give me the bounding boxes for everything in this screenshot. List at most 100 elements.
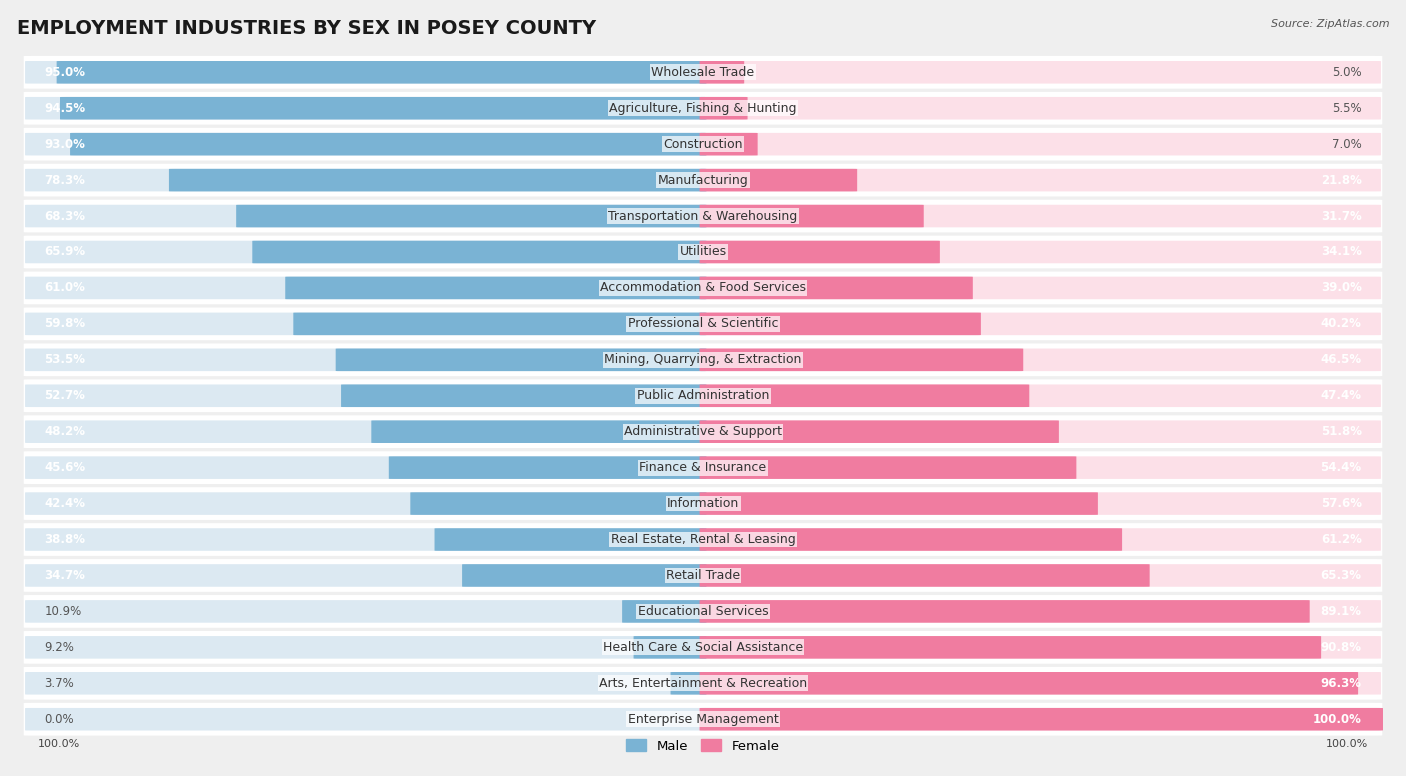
Text: Health Care & Social Assistance: Health Care & Social Assistance [603, 641, 803, 654]
FancyBboxPatch shape [24, 379, 1382, 412]
FancyBboxPatch shape [25, 348, 706, 371]
FancyBboxPatch shape [411, 492, 706, 514]
Legend: Male, Female: Male, Female [621, 734, 785, 758]
Text: 39.0%: 39.0% [1320, 282, 1361, 294]
FancyBboxPatch shape [700, 492, 1381, 514]
Text: 10.9%: 10.9% [45, 605, 82, 618]
Text: Accommodation & Food Services: Accommodation & Food Services [600, 282, 806, 294]
Text: Retail Trade: Retail Trade [666, 569, 740, 582]
FancyBboxPatch shape [252, 241, 706, 263]
FancyBboxPatch shape [24, 667, 1382, 700]
FancyBboxPatch shape [700, 528, 1122, 551]
Text: 31.7%: 31.7% [1320, 210, 1361, 223]
FancyBboxPatch shape [700, 169, 1381, 192]
FancyBboxPatch shape [60, 97, 706, 120]
FancyBboxPatch shape [371, 421, 706, 443]
FancyBboxPatch shape [700, 348, 1024, 371]
FancyBboxPatch shape [25, 384, 706, 407]
FancyBboxPatch shape [700, 348, 1381, 371]
Text: 40.2%: 40.2% [1320, 317, 1361, 331]
FancyBboxPatch shape [700, 636, 1322, 659]
FancyBboxPatch shape [25, 61, 706, 84]
FancyBboxPatch shape [700, 133, 758, 155]
Text: 57.6%: 57.6% [1320, 497, 1361, 510]
Text: 48.2%: 48.2% [45, 425, 86, 438]
Text: 47.4%: 47.4% [1320, 390, 1361, 402]
Text: 100.0%: 100.0% [1326, 739, 1368, 749]
FancyBboxPatch shape [24, 631, 1382, 663]
FancyBboxPatch shape [700, 169, 858, 192]
Text: Wholesale Trade: Wholesale Trade [651, 66, 755, 79]
Text: Agriculture, Fishing & Hunting: Agriculture, Fishing & Hunting [609, 102, 797, 115]
FancyBboxPatch shape [700, 313, 981, 335]
Text: 68.3%: 68.3% [45, 210, 86, 223]
FancyBboxPatch shape [24, 344, 1382, 376]
FancyBboxPatch shape [700, 61, 1381, 84]
FancyBboxPatch shape [700, 456, 1077, 479]
Text: 5.0%: 5.0% [1331, 66, 1361, 79]
FancyBboxPatch shape [700, 636, 1381, 659]
FancyBboxPatch shape [700, 241, 939, 263]
Text: Real Estate, Rental & Leasing: Real Estate, Rental & Leasing [610, 533, 796, 546]
FancyBboxPatch shape [700, 708, 1381, 730]
FancyBboxPatch shape [24, 92, 1382, 125]
FancyBboxPatch shape [24, 415, 1382, 448]
Text: Professional & Scientific: Professional & Scientific [627, 317, 779, 331]
Text: Mining, Quarrying, & Extraction: Mining, Quarrying, & Extraction [605, 353, 801, 366]
FancyBboxPatch shape [25, 564, 706, 587]
Text: 100.0%: 100.0% [1313, 712, 1361, 726]
FancyBboxPatch shape [56, 61, 706, 84]
FancyBboxPatch shape [342, 384, 706, 407]
FancyBboxPatch shape [24, 559, 1382, 592]
FancyBboxPatch shape [700, 421, 1381, 443]
Text: 61.0%: 61.0% [45, 282, 86, 294]
FancyBboxPatch shape [25, 528, 706, 551]
Text: 61.2%: 61.2% [1320, 533, 1361, 546]
FancyBboxPatch shape [25, 205, 706, 227]
FancyBboxPatch shape [700, 564, 1381, 587]
Text: 34.7%: 34.7% [45, 569, 86, 582]
FancyBboxPatch shape [700, 97, 1381, 120]
Text: Administrative & Support: Administrative & Support [624, 425, 782, 438]
FancyBboxPatch shape [24, 128, 1382, 161]
FancyBboxPatch shape [25, 277, 706, 300]
FancyBboxPatch shape [700, 492, 1098, 514]
Text: 46.5%: 46.5% [1320, 353, 1361, 366]
Text: Transportation & Warehousing: Transportation & Warehousing [609, 210, 797, 223]
FancyBboxPatch shape [25, 600, 706, 622]
FancyBboxPatch shape [25, 97, 706, 120]
FancyBboxPatch shape [236, 205, 706, 227]
FancyBboxPatch shape [25, 313, 706, 335]
Text: Utilities: Utilities [679, 245, 727, 258]
FancyBboxPatch shape [285, 277, 706, 300]
FancyBboxPatch shape [25, 241, 706, 263]
Text: 95.0%: 95.0% [45, 66, 86, 79]
Text: 54.4%: 54.4% [1320, 461, 1361, 474]
Text: 53.5%: 53.5% [45, 353, 86, 366]
Text: Public Administration: Public Administration [637, 390, 769, 402]
FancyBboxPatch shape [389, 456, 706, 479]
FancyBboxPatch shape [169, 169, 706, 192]
Text: 34.1%: 34.1% [1320, 245, 1361, 258]
Text: 65.3%: 65.3% [1320, 569, 1361, 582]
Text: 45.6%: 45.6% [45, 461, 86, 474]
FancyBboxPatch shape [700, 528, 1381, 551]
Text: 89.1%: 89.1% [1320, 605, 1361, 618]
FancyBboxPatch shape [24, 199, 1382, 232]
Text: Source: ZipAtlas.com: Source: ZipAtlas.com [1271, 19, 1389, 29]
Text: EMPLOYMENT INDUSTRIES BY SEX IN POSEY COUNTY: EMPLOYMENT INDUSTRIES BY SEX IN POSEY CO… [17, 19, 596, 38]
FancyBboxPatch shape [24, 452, 1382, 484]
Text: 5.5%: 5.5% [1331, 102, 1361, 115]
FancyBboxPatch shape [700, 313, 1381, 335]
FancyBboxPatch shape [25, 421, 706, 443]
Text: 38.8%: 38.8% [45, 533, 86, 546]
FancyBboxPatch shape [24, 272, 1382, 304]
FancyBboxPatch shape [700, 421, 1059, 443]
Text: Construction: Construction [664, 137, 742, 151]
Text: 93.0%: 93.0% [45, 137, 86, 151]
FancyBboxPatch shape [25, 169, 706, 192]
Text: 94.5%: 94.5% [45, 102, 86, 115]
FancyBboxPatch shape [700, 277, 1381, 300]
FancyBboxPatch shape [700, 456, 1381, 479]
FancyBboxPatch shape [700, 672, 1381, 695]
